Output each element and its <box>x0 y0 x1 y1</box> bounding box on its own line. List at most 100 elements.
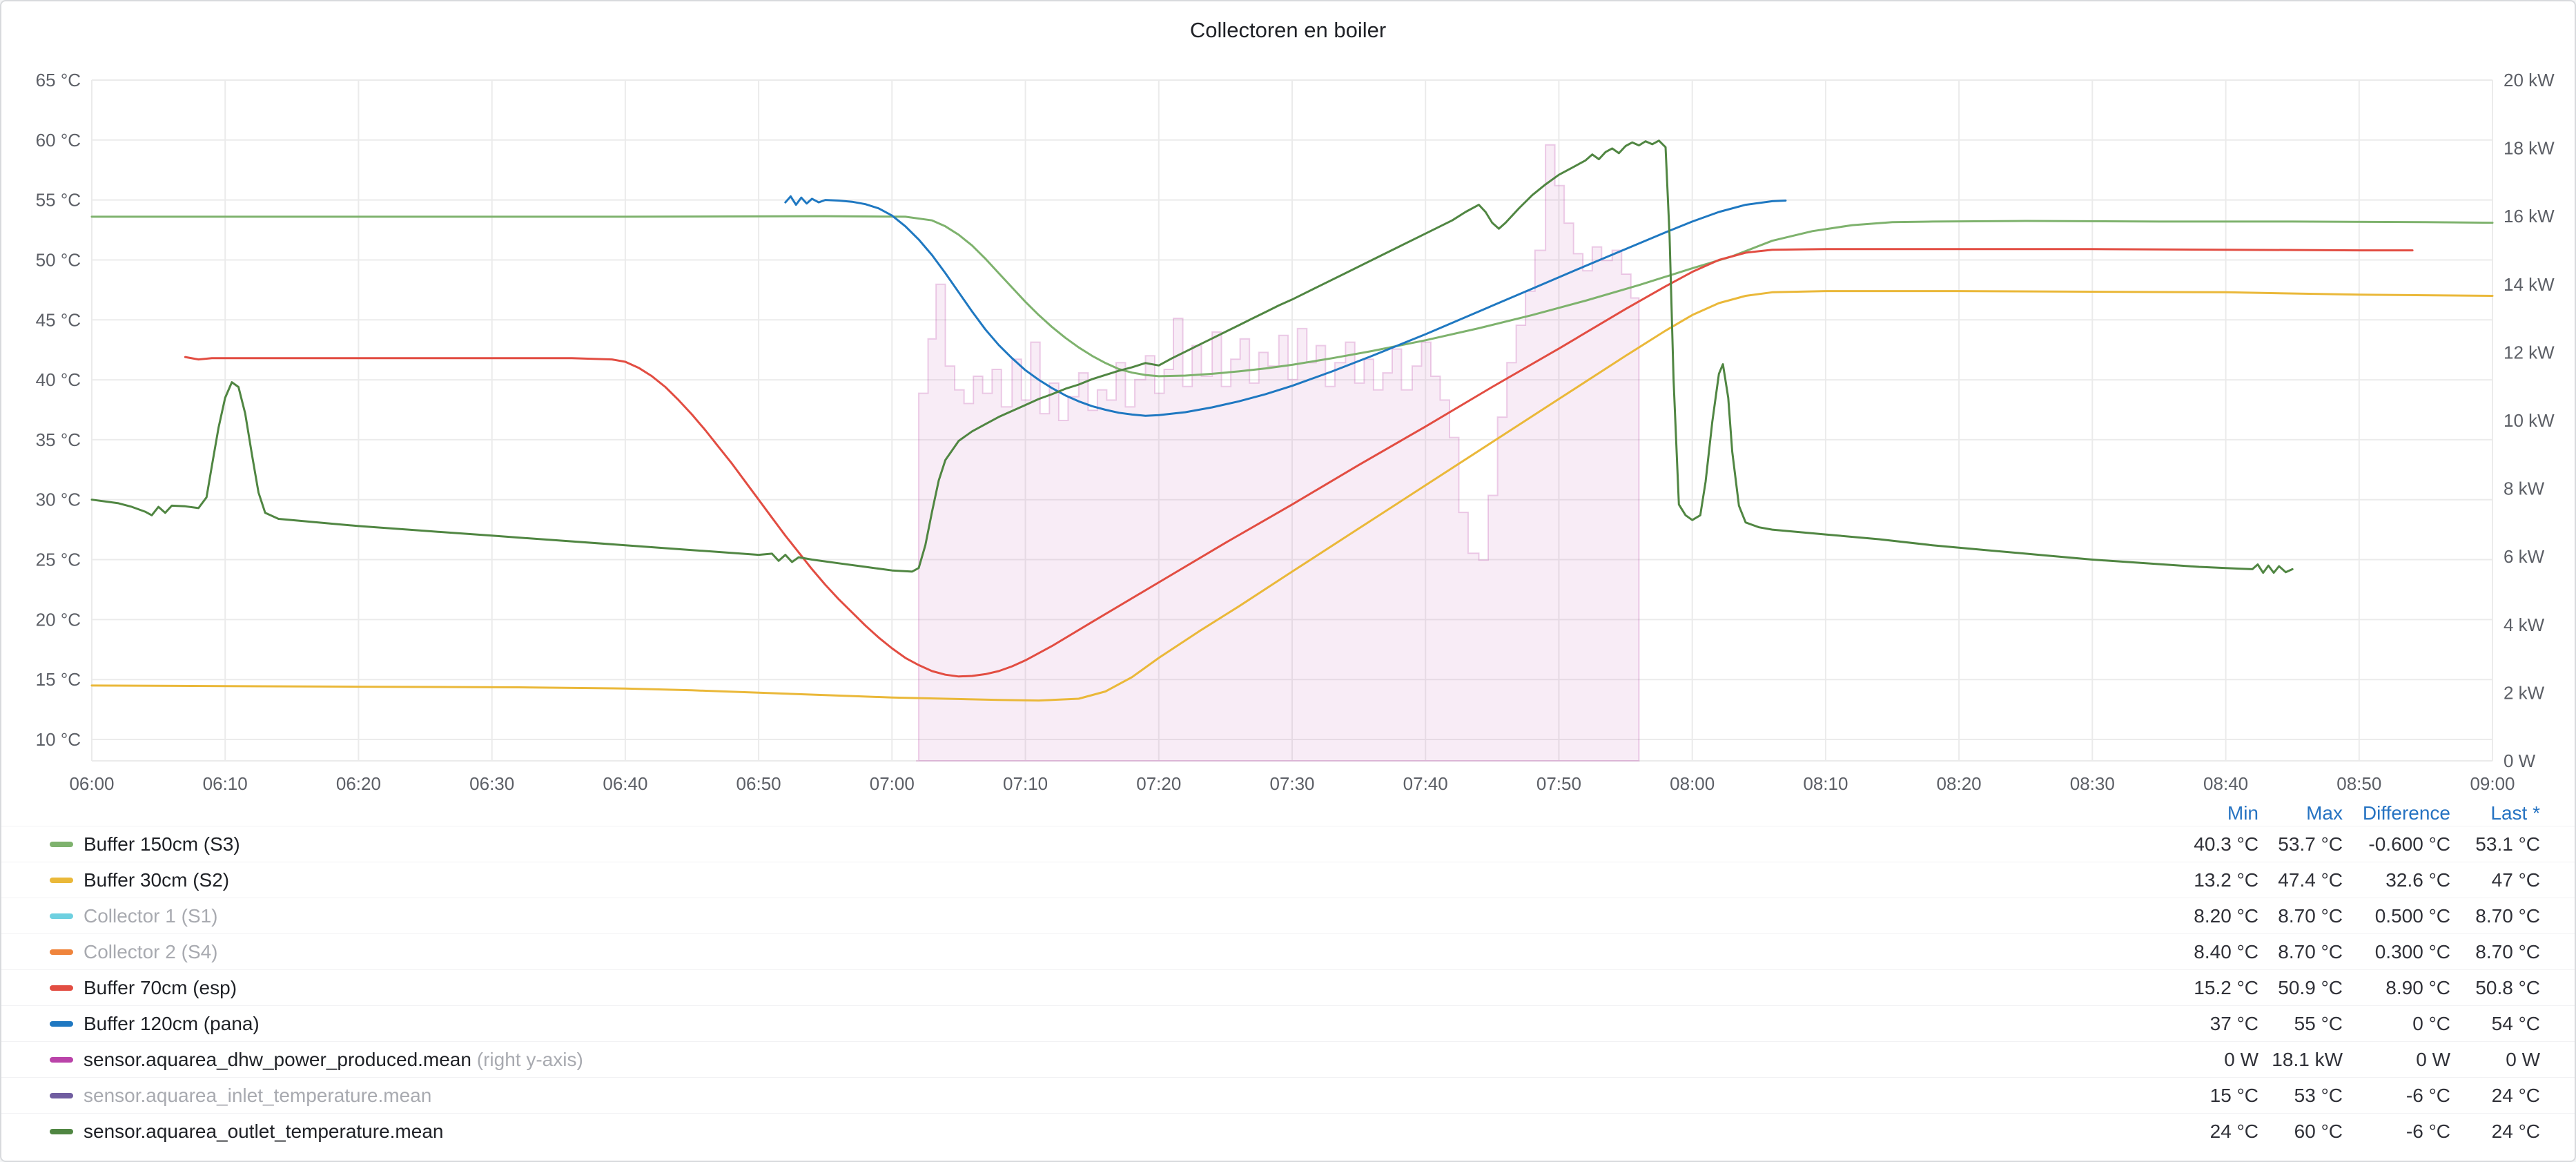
legend-table: Min Max Difference Last * Buffer 150cm (… <box>1 801 2575 1149</box>
legend-header-difference[interactable]: Difference <box>2362 802 2450 824</box>
legend-row[interactable]: Buffer 70cm (esp) 15.2 °C 50.9 °C 8.90 °C 50… <box>1 969 2575 1005</box>
legend-min-value: 24 °C <box>2209 1120 2258 1142</box>
legend-row[interactable]: sensor.aquarea_inlet_temperature.mean 15 … <box>1 1077 2575 1113</box>
legend-series-swatch[interactable] <box>50 841 73 847</box>
series-line-outlet_temperature <box>90 139 2294 574</box>
x-axis-tick-label: 08:10 <box>1803 773 1848 794</box>
legend-min-value: 8.40 °C <box>2194 940 2258 962</box>
legend-min-value: 37 °C <box>2209 1012 2258 1034</box>
legend-series-swatch[interactable] <box>50 1092 73 1098</box>
legend-series-label[interactable]: Buffer 120cm (pana) <box>84 1012 260 1034</box>
legend-difference-value: 0 W <box>2416 1048 2450 1070</box>
legend-row[interactable]: Collector 1 (S1) 8.20 °C 8.70 °C 0.500 °C 8.… <box>1 898 2575 933</box>
legend-max-value: 50.9 °C <box>2278 976 2343 998</box>
legend-max-value: 8.70 °C <box>2278 904 2343 927</box>
y-axis-right-tick-label: 6 kW <box>2504 546 2545 567</box>
legend-last-value: 47 °C <box>2491 869 2540 891</box>
legend-row[interactable]: Buffer 150cm (S3) 40.3 °C 53.7 °C -0.600 °C… <box>1 826 2575 862</box>
y-axis-left-tick-label: 30 °C <box>36 490 81 510</box>
legend-header-max[interactable]: Max <box>2306 802 2343 824</box>
x-axis-tick-label: 08:50 <box>2336 773 2381 794</box>
chart-plot-area[interactable] <box>92 80 2492 761</box>
legend-last-value: 53.1 °C <box>2475 833 2540 855</box>
legend-row[interactable]: Buffer 30cm (S2) 13.2 °C 47.4 °C 32.6 °C 47 … <box>1 862 2575 898</box>
x-axis-tick-label: 07:30 <box>1269 773 1314 794</box>
y-axis-left-tick-label: 65 °C <box>36 70 81 90</box>
y-axis-left-tick-label: 35 °C <box>36 429 81 450</box>
legend-series-swatch[interactable] <box>50 913 73 919</box>
legend-series-label[interactable]: sensor.aquarea_outlet_temperature.mean <box>84 1120 444 1142</box>
y-axis-left-tick-label: 10 °C <box>36 729 81 750</box>
legend-difference-value: 0.300 °C <box>2374 940 2450 962</box>
legend-header: Min Max Difference Last * <box>1 801 2575 826</box>
legend-max-value: 18.1 kW <box>2272 1048 2343 1070</box>
y-axis-left-tick-label: 20 °C <box>36 609 81 630</box>
x-axis-tick-label: 06:40 <box>603 773 647 794</box>
legend-min-value: 0 W <box>2224 1048 2258 1070</box>
x-axis-tick-label: 06:50 <box>736 773 781 794</box>
legend-series-axis-note: (right y-axis) <box>471 1048 583 1070</box>
legend-series-label[interactable]: Buffer 150cm (S3) <box>84 833 240 855</box>
legend-max-value: 53 °C <box>2294 1084 2343 1106</box>
panel-title[interactable]: Collectoren en boiler <box>1189 18 1387 42</box>
legend-difference-value: -0.600 °C <box>2368 833 2450 855</box>
legend-row[interactable]: Buffer 120cm (pana) 37 °C 55 °C 0 °C 54 °C <box>1 1005 2575 1041</box>
y-axis-left-tick-label: 45 °C <box>36 309 81 330</box>
legend-min-value: 40.3 °C <box>2194 833 2258 855</box>
legend-max-value: 47.4 °C <box>2278 869 2343 891</box>
legend-difference-value: 0.500 °C <box>2374 904 2450 927</box>
x-axis-tick-label: 06:10 <box>203 773 248 794</box>
legend-series-swatch[interactable] <box>50 1128 73 1134</box>
legend-last-value: 24 °C <box>2491 1084 2540 1106</box>
legend-last-value: 8.70 °C <box>2475 940 2540 962</box>
legend-row[interactable]: sensor.aquarea_dhw_power_produced.mean (… <box>1 1041 2575 1077</box>
y-axis-right-tick-label: 2 kW <box>2504 682 2545 703</box>
legend-row[interactable]: sensor.aquarea_outlet_temperature.mean 24… <box>1 1113 2575 1149</box>
legend-series-swatch[interactable] <box>50 1020 73 1027</box>
x-axis-tick-label: 07:00 <box>870 773 915 794</box>
x-axis-tick-label: 07:20 <box>1136 773 1181 794</box>
time-series-chart[interactable]: 65 °C 60 °C 55 °C 50 °C 45 °C 40 °C 35 °C 30 °C… <box>1 1 2576 802</box>
legend-row[interactable]: Collector 2 (S4) 8.40 °C 8.70 °C 0.300 °C 8.… <box>1 933 2575 969</box>
legend-series-swatch[interactable] <box>50 1056 73 1063</box>
y-axis-left-tick-label: 50 °C <box>36 250 81 271</box>
y-axis-right-tick-label: 4 kW <box>2504 614 2545 635</box>
y-axis-left-tick-label: 60 °C <box>36 130 81 151</box>
legend-series-label[interactable]: Buffer 30cm (S2) <box>84 869 230 891</box>
legend-min-value: 8.20 °C <box>2194 904 2258 927</box>
y-axis-right-tick-label: 0 W <box>2504 751 2536 771</box>
legend-min-value: 15 °C <box>2209 1084 2258 1106</box>
y-axis-right-tick-label: 8 kW <box>2504 478 2545 499</box>
x-axis-tick-label: 07:40 <box>1403 773 1448 794</box>
legend-max-value: 55 °C <box>2294 1012 2343 1034</box>
legend-series-swatch[interactable] <box>50 985 73 991</box>
legend-difference-value: 32.6 °C <box>2385 869 2450 891</box>
legend-last-value: 0 W <box>2506 1048 2540 1070</box>
series-area-dhw_power_produced <box>916 144 1640 762</box>
legend-last-value: 50.8 °C <box>2475 976 2540 998</box>
y-axis-right-tick-label: 14 kW <box>2504 274 2555 295</box>
legend-header-last[interactable]: Last * <box>2490 802 2540 824</box>
y-axis-right-tick-label: 16 kW <box>2504 206 2555 226</box>
legend-series-label[interactable]: Collector 2 (S4) <box>84 940 218 962</box>
legend-series-swatch[interactable] <box>50 877 73 883</box>
legend-header-min[interactable]: Min <box>2227 802 2258 824</box>
legend-series-label[interactable]: Buffer 70cm (esp) <box>84 976 237 998</box>
series-line-buffer_150cm_s3 <box>90 215 2494 378</box>
legend-series-label[interactable]: sensor.aquarea_dhw_power_produced.mean (… <box>84 1048 583 1070</box>
legend-min-value: 13.2 °C <box>2194 869 2258 891</box>
legend-series-label[interactable]: sensor.aquarea_inlet_temperature.mean <box>84 1084 432 1106</box>
legend-difference-value: -6 °C <box>2406 1084 2450 1106</box>
legend-last-value: 24 °C <box>2491 1120 2540 1142</box>
legend-rows: Buffer 150cm (S3) 40.3 °C 53.7 °C -0.600 °C… <box>1 826 2575 1149</box>
x-axis-tick-label: 07:50 <box>1536 773 1581 794</box>
legend-series-label[interactable]: Collector 1 (S1) <box>84 904 218 927</box>
legend-series-swatch[interactable] <box>50 949 73 955</box>
y-axis-left-tick-label: 55 °C <box>36 190 81 211</box>
y-axis-right-tick-label: 10 kW <box>2504 410 2555 431</box>
y-axis-left-tick-label: 15 °C <box>36 669 81 690</box>
legend-min-value: 15.2 °C <box>2194 976 2258 998</box>
series-line-buffer_30cm_s2 <box>90 290 2494 702</box>
x-axis-tick-label: 06:30 <box>469 773 514 794</box>
